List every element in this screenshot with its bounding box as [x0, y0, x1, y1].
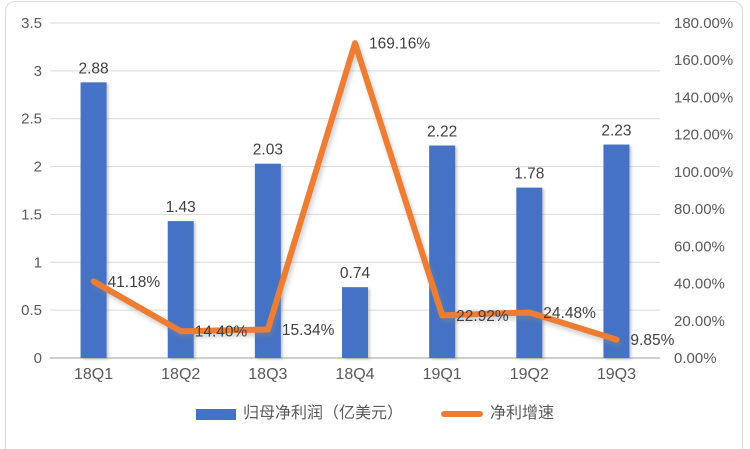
bar-value-label: 2.23 — [601, 123, 631, 140]
chart-legend: 归母净利润（亿美元） 净利增速 — [0, 406, 750, 422]
line-value-label: 9.85% — [630, 332, 674, 349]
x-axis-label: 19Q1 — [423, 366, 462, 383]
right-axis-tick: 100.00% — [674, 164, 733, 181]
left-axis-tick: 3.5 — [21, 15, 42, 32]
line-value-label: 15.34% — [282, 322, 335, 339]
line-value-label: 14.40% — [195, 324, 248, 341]
left-axis-tick: 1.5 — [21, 206, 42, 223]
legend-label-net-profit: 归母净利润（亿美元） — [242, 405, 403, 422]
bar-19Q3 — [603, 144, 630, 358]
bar-18Q1 — [80, 82, 107, 358]
line-series-swatch — [441, 411, 483, 417]
left-axis-tick: 2.5 — [21, 111, 42, 128]
legend-label-growth-rate: 净利增速 — [490, 405, 555, 422]
x-axis-label: 18Q4 — [335, 366, 374, 383]
right-axis-tick: 0.00% — [674, 350, 717, 367]
line-value-label: 24.48% — [543, 305, 596, 322]
bar-value-label: 2.22 — [427, 124, 457, 141]
x-axis-label: 18Q3 — [248, 366, 287, 383]
bar-18Q4 — [342, 287, 368, 358]
bar-19Q2 — [516, 187, 543, 358]
line-value-label: 22.92% — [456, 308, 509, 325]
bar-value-label: 1.78 — [514, 166, 544, 183]
right-axis-tick: 40.00% — [674, 276, 725, 293]
right-axis-tick: 160.00% — [674, 52, 733, 69]
bar-value-label: 2.03 — [253, 142, 283, 159]
right-axis-tick: 20.00% — [674, 313, 725, 330]
x-axis-label: 19Q3 — [597, 366, 636, 383]
bar-19Q1 — [429, 145, 456, 358]
left-axis-tick: 1 — [34, 254, 42, 271]
bar-18Q2 — [167, 221, 194, 358]
legend-item-net-profit: 归母净利润（亿美元） — [195, 405, 403, 422]
x-axis-label: 18Q1 — [74, 366, 113, 383]
left-axis-tick: 0 — [34, 350, 42, 367]
right-axis-tick: 60.00% — [674, 238, 725, 255]
x-axis-label: 19Q2 — [510, 366, 549, 383]
bar-series-swatch — [195, 408, 236, 420]
left-axis-tick: 3 — [34, 63, 42, 80]
bar-value-label: 1.43 — [166, 199, 196, 216]
right-axis-tick: 140.00% — [674, 89, 733, 106]
right-axis-tick: 180.00% — [674, 15, 733, 32]
right-axis-tick: 80.00% — [674, 201, 725, 218]
growth-rate-line — [90, 40, 620, 343]
x-axis-label: 18Q2 — [161, 366, 200, 383]
right-axis-tick: 120.00% — [674, 127, 733, 144]
left-axis-tick: 2 — [34, 159, 42, 176]
left-axis-tick: 0.5 — [21, 302, 42, 319]
legend-item-growth-rate: 净利增速 — [441, 406, 554, 422]
line-value-label: 169.16% — [369, 36, 430, 53]
bar-value-label: 2.88 — [78, 60, 108, 77]
line-value-label: 41.18% — [108, 274, 161, 291]
bar-value-label: 0.74 — [340, 265, 371, 282]
